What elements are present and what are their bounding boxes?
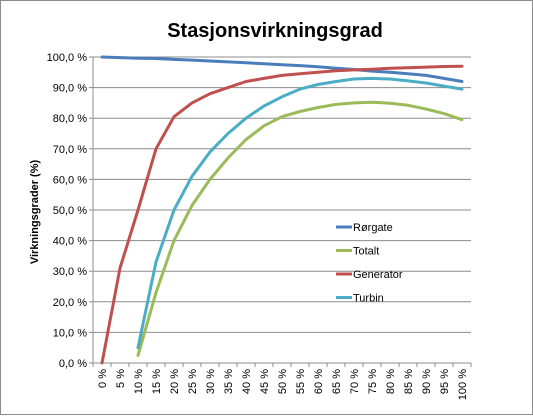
series-line <box>136 76 464 350</box>
series-lines <box>100 55 464 365</box>
x-tick-labels: 0 % 5 % 10 % 15 % 20 % 25 % 30 % 35 % 40 % 45 % 50… <box>97 369 469 400</box>
legend-label: Rørgate <box>353 222 393 234</box>
x-tick-label: 85 % <box>403 369 415 394</box>
x-tick-label: 30 % <box>205 369 217 394</box>
x-tick-label: 90 % <box>421 369 433 394</box>
x-tick-label: 100 % <box>457 369 469 400</box>
legend-label: Totalt <box>353 246 379 258</box>
x-tick-label: 25 % <box>187 369 199 394</box>
x-tick-label: 20 % <box>169 369 181 394</box>
y-tick-label: 20,0 % <box>53 297 87 309</box>
y-tick-label: 90,0 % <box>53 83 87 95</box>
legend-label: Generator <box>353 269 403 281</box>
y-tick-label: 60,0 % <box>53 174 87 186</box>
x-tick-label: 70 % <box>349 369 361 394</box>
series-line <box>100 55 464 83</box>
x-tick-label: 45 % <box>259 369 271 394</box>
legend-label: Turbin <box>353 293 384 305</box>
x-tick-label: 5 % <box>115 369 127 388</box>
x-tick-label: 75 % <box>367 369 379 394</box>
axes <box>89 56 472 367</box>
x-tick-label: 15 % <box>151 369 163 394</box>
x-tick-label: 95 % <box>439 369 451 394</box>
y-tick-labels: 0,0 % 10,0 % 20,0 % 30,0 % 40,0 % 50,0 % 60,0 … <box>47 52 88 370</box>
y-axis-label: Virkningsgrader (%) <box>29 160 41 265</box>
y-tick-label: 70,0 % <box>53 144 87 156</box>
series-line <box>100 64 464 365</box>
series-line <box>136 100 464 357</box>
y-tick-label: 0,0 % <box>59 358 87 370</box>
x-tick-label: 50 % <box>277 369 289 394</box>
x-tick-label: 80 % <box>385 369 397 394</box>
chart-title: Stasjonsvirkningsgrad <box>167 20 383 42</box>
x-tick-label: 0 % <box>97 369 109 388</box>
y-tick-label: 100,0 % <box>47 52 88 64</box>
x-tick-label: 10 % <box>133 369 145 394</box>
y-tick-label: 10,0 % <box>53 327 87 339</box>
x-tick-label: 55 % <box>295 369 307 394</box>
y-tick-label: 40,0 % <box>53 236 87 248</box>
x-tick-label: 35 % <box>223 369 235 394</box>
x-tick-label: 40 % <box>241 369 253 394</box>
legend: Rørgate Totalt Generator Turbin <box>336 222 403 305</box>
y-tick-label: 30,0 % <box>53 266 87 278</box>
x-tick-label: 65 % <box>331 369 343 394</box>
x-tick-label: 60 % <box>313 369 325 394</box>
y-tick-label: 80,0 % <box>53 113 87 125</box>
y-tick-label: 50,0 % <box>53 205 87 217</box>
